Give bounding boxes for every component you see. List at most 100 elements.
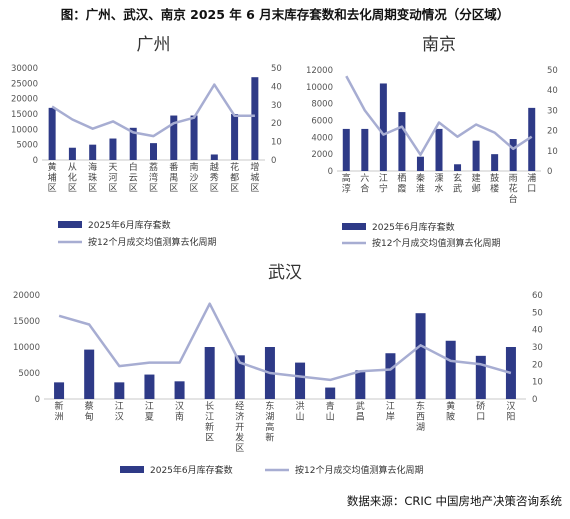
bar <box>68 147 76 160</box>
bar <box>89 144 97 160</box>
bar <box>528 107 536 171</box>
right-axis-tick: 60 <box>532 291 543 301</box>
right-axis-tick: 50 <box>547 66 558 76</box>
legend-line-label: 按12个月成交均值测算去化周期 <box>88 236 216 248</box>
category-label: 高淳 <box>342 172 351 195</box>
bar <box>144 374 155 399</box>
right-axis-tick: 10 <box>547 147 558 157</box>
left-axis-tick: 4000 <box>311 133 333 143</box>
bar <box>204 347 215 399</box>
right-axis-tick: 40 <box>547 86 558 96</box>
right-axis-tick: 10 <box>532 378 543 388</box>
left-axis-tick: 20000 <box>11 95 38 105</box>
figure-title: 图：广州、武汉、南京 2025 年 6 月末库存套数和去化周期变动情况（分区域） <box>60 7 510 22</box>
left-axis-tick: 0 <box>35 395 40 405</box>
category-label: 浦口 <box>527 172 536 195</box>
bar <box>190 115 198 160</box>
bar <box>150 143 157 160</box>
category-label: 江汉 <box>115 401 124 423</box>
left-axis-tick: 2000 <box>311 150 333 160</box>
category-label: 青山 <box>326 400 335 423</box>
left-axis-tick: 0 <box>33 156 38 166</box>
category-label: 栖霞 <box>397 172 406 195</box>
category-label: 秦淮 <box>416 172 425 195</box>
left-axis-tick: 8000 <box>311 100 333 110</box>
legend-bar-label: 2025年6月库存套数 <box>150 464 233 476</box>
category-label: 黄陂 <box>446 400 455 423</box>
bar <box>416 156 424 171</box>
category-label: 经济开发区 <box>235 400 244 454</box>
chart-1: 南京 0 2000 4000 6000 8000 10000 12000 0 10 20 30 40 50… <box>306 35 558 249</box>
legend-bar-swatch <box>58 221 82 228</box>
category-label: 硚口 <box>476 401 485 423</box>
category-label: 江岸 <box>386 401 395 423</box>
category-label: 汉南 <box>175 401 184 423</box>
right-axis-tick: 30 <box>547 106 558 116</box>
chart-2: 武汉050001000015000200000102030405060新洲蔡甸江… <box>13 263 543 476</box>
category-label: 番禺区 <box>169 161 178 194</box>
bar <box>251 77 259 160</box>
bar <box>505 347 516 399</box>
category-label: 从化区 <box>68 162 77 194</box>
right-axis-tick: 20 <box>532 360 543 370</box>
bar <box>398 112 406 171</box>
bar <box>342 128 350 171</box>
bar <box>48 107 56 160</box>
bar <box>355 370 366 399</box>
series-line <box>51 83 255 138</box>
category-label: 白云区 <box>129 161 138 194</box>
left-axis-tick: 25000 <box>11 79 38 89</box>
bar <box>454 164 462 171</box>
bar <box>435 128 443 171</box>
left-axis-tick: 10000 <box>306 83 333 93</box>
data-source-note: 数据来源：CRIC 中国房地产决策咨询系统 <box>346 494 562 508</box>
left-axis-tick: 10000 <box>11 125 38 135</box>
left-axis-tick: 20000 <box>13 291 40 301</box>
left-axis-tick: 30000 <box>11 64 38 74</box>
category-label: 天河区 <box>108 163 117 194</box>
category-label: 六合 <box>360 172 369 195</box>
bar <box>475 355 486 399</box>
right-axis-tick: 20 <box>271 119 282 129</box>
right-axis-tick: 40 <box>532 326 543 336</box>
legend-bar-swatch <box>342 223 366 230</box>
right-axis-tick: 0 <box>547 167 552 177</box>
category-label: 东湖高新 <box>265 400 274 444</box>
category-label: 黄埔区 <box>48 161 57 194</box>
category-label: 新洲 <box>55 400 64 423</box>
left-axis-tick: 10000 <box>13 343 40 353</box>
category-label: 蔡甸 <box>85 400 94 423</box>
right-axis-tick: 0 <box>271 156 276 166</box>
bar <box>114 382 125 399</box>
bar <box>210 154 218 160</box>
bar <box>231 114 239 160</box>
right-axis-tick: 40 <box>271 82 282 92</box>
left-axis-tick: 5000 <box>16 141 38 151</box>
bar <box>129 127 137 160</box>
category-label: 汉阳 <box>506 401 515 423</box>
legend-bar-label: 2025年6月库存套数 <box>372 221 455 233</box>
category-label: 江宁 <box>379 173 388 195</box>
category-label: 长江新区 <box>205 400 214 444</box>
category-label: 雨花台 <box>509 173 518 205</box>
chart-title: 武汉 <box>268 263 302 283</box>
legend-line-label: 按12个月成交均值测算去化周期 <box>295 464 423 476</box>
bar <box>509 139 517 171</box>
bar <box>472 140 480 171</box>
bar <box>415 313 426 399</box>
category-label: 溧水 <box>434 173 443 195</box>
left-axis-tick: 5000 <box>18 369 40 379</box>
legend-bar-label: 2025年6月库存套数 <box>88 219 171 231</box>
right-axis-tick: 50 <box>532 308 543 318</box>
bar <box>325 387 336 399</box>
right-axis-tick: 50 <box>271 64 282 74</box>
category-label: 江夏 <box>145 401 154 423</box>
bar <box>170 115 178 160</box>
chart-0: 广州 0 5000 10000 15000 20000 25000 30000 0 10 20 30 4… <box>11 35 282 248</box>
bar <box>84 349 95 399</box>
category-label: 海珠区 <box>88 161 97 194</box>
category-label: 武昌 <box>356 400 365 423</box>
series-line <box>58 302 512 382</box>
left-axis-tick: 6000 <box>311 117 333 127</box>
